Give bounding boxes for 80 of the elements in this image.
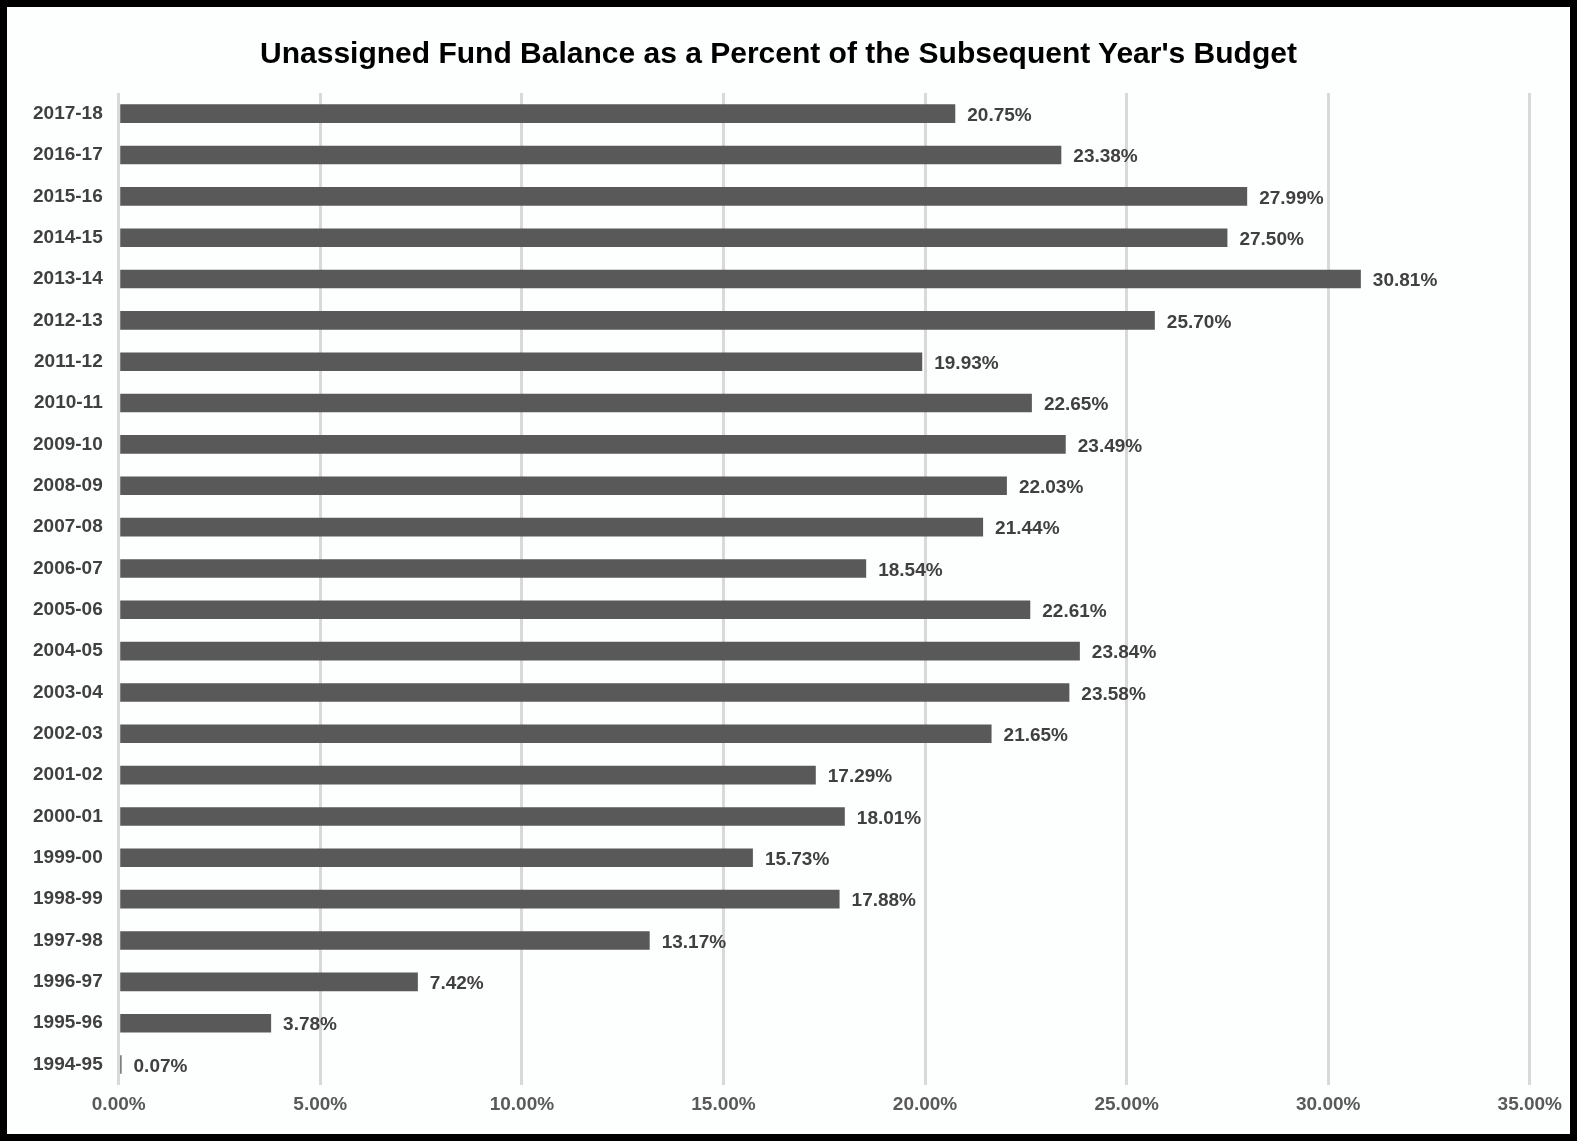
bar	[120, 145, 1062, 165]
y-tick-label: 2009-10	[32, 432, 103, 454]
bar	[120, 352, 923, 372]
data-label: 0.07%	[133, 1054, 188, 1076]
data-label: 18.54%	[878, 558, 943, 580]
x-tick-label: 0.00%	[91, 1092, 146, 1114]
x-tick-label: 5.00%	[293, 1092, 348, 1114]
y-tick-label: 2010-11	[34, 391, 104, 413]
bar	[120, 931, 650, 950]
data-label: 3.78%	[283, 1013, 338, 1035]
y-tick-label: 2017-18	[32, 101, 103, 123]
y-tick-label: 2015-16	[32, 184, 103, 206]
y-tick-label: 2000-01	[32, 804, 104, 826]
x-tick-label: 25.00%	[1094, 1092, 1159, 1114]
bar	[120, 683, 1070, 702]
data-label: 17.29%	[827, 765, 893, 787]
y-tick-label: 2003-04	[32, 680, 104, 702]
data-label: 20.75%	[967, 103, 1032, 125]
data-label: 23.58%	[1081, 682, 1146, 704]
bar	[120, 972, 418, 992]
y-tick-label: 1994-95	[32, 1052, 104, 1074]
bar	[120, 641, 1080, 661]
y-tick-label: 2016-17	[32, 143, 103, 165]
data-label: 23.38%	[1073, 145, 1138, 167]
bar	[120, 724, 992, 744]
x-tick-label: 15.00%	[691, 1092, 756, 1114]
data-label: 23.49%	[1077, 434, 1143, 456]
y-tick-label: 2002-03	[32, 722, 103, 744]
y-tick-label: 2008-09	[32, 473, 103, 495]
bar	[120, 476, 1007, 496]
y-tick-label: 1998-99	[32, 887, 103, 909]
bar	[120, 187, 1248, 206]
bar	[120, 435, 1066, 454]
data-label: 30.81%	[1372, 269, 1438, 291]
data-label: 7.42%	[429, 972, 484, 994]
y-tick-label: 2012-13	[32, 308, 103, 330]
y-tick-label: 2001-02	[32, 763, 103, 785]
data-label: 19.93%	[934, 351, 999, 373]
bar	[120, 228, 1228, 247]
data-label: 22.65%	[1043, 393, 1109, 415]
bar	[120, 559, 867, 578]
bar	[120, 889, 840, 909]
bar	[120, 517, 984, 537]
data-label: 21.65%	[1003, 724, 1069, 746]
data-label: 18.01%	[856, 806, 922, 828]
data-label: 22.03%	[1018, 475, 1084, 497]
y-tick-label: 2014-15	[32, 225, 104, 247]
y-tick-label: 1999-00	[32, 846, 103, 868]
y-tick-label: 1997-98	[32, 928, 103, 950]
bar	[120, 807, 845, 826]
data-label: 25.70%	[1166, 310, 1232, 332]
y-tick-label: 2007-08	[32, 515, 103, 537]
bar	[120, 765, 816, 785]
y-tick-label: 2004-05	[32, 639, 104, 661]
y-tick-label: 2006-07	[32, 556, 103, 578]
data-label: 22.61%	[1042, 600, 1107, 622]
bar	[120, 393, 1032, 413]
x-tick-label: 20.00%	[892, 1092, 958, 1114]
x-tick-label: 35.00%	[1497, 1092, 1563, 1114]
data-label: 21.44%	[995, 517, 1060, 539]
x-tick-label: 30.00%	[1295, 1092, 1361, 1114]
data-label: 27.50%	[1239, 227, 1304, 249]
bar	[120, 104, 956, 123]
bar	[120, 600, 1031, 620]
bar	[120, 848, 753, 868]
data-label: 27.99%	[1259, 186, 1324, 208]
data-label: 15.73%	[764, 848, 830, 870]
y-tick-label: 2013-14	[32, 267, 104, 289]
bar	[120, 269, 1361, 289]
y-tick-label: 2011-12	[34, 349, 103, 371]
data-label: 13.17%	[661, 930, 727, 952]
data-label: 23.84%	[1091, 641, 1157, 663]
bar	[120, 311, 1155, 330]
y-tick-label: 1996-97	[32, 970, 103, 992]
y-tick-label: 1995-96	[32, 1011, 103, 1033]
data-label: 17.88%	[851, 889, 917, 911]
bar	[120, 1013, 272, 1033]
y-tick-label: 2005-06	[32, 598, 103, 620]
chart-title: Unassigned Fund Balance as a Percent of the Subsequent Year's Budget	[260, 36, 1297, 70]
x-tick-label: 10.00%	[489, 1092, 555, 1114]
